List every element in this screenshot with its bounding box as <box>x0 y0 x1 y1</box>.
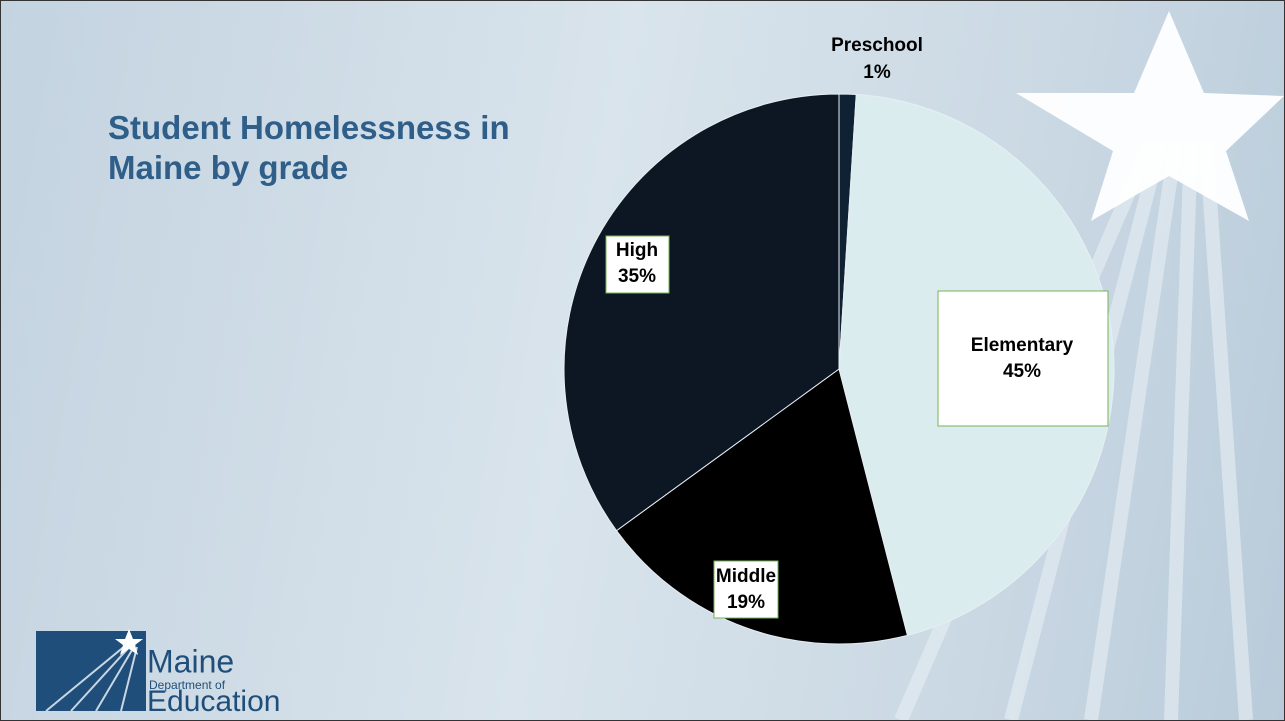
category-label: Elementary <box>971 335 1074 356</box>
logo-name: Maine <box>147 643 234 679</box>
label-box <box>605 235 670 294</box>
logo-rays <box>45 640 138 712</box>
category-label: Preschool <box>831 35 923 56</box>
label-box <box>937 290 1109 427</box>
value-label: 19% <box>727 592 765 613</box>
star <box>1016 11 1284 221</box>
category-label: High <box>616 240 658 261</box>
logo-star <box>115 629 143 655</box>
category-label: Middle <box>716 566 776 587</box>
value-label: 45% <box>1003 361 1041 382</box>
chart-title: Student Homelessness in Maine by grade <box>108 109 510 186</box>
pie-slice <box>563 93 840 532</box>
pie-slice <box>615 368 908 645</box>
logo-line: Department of <box>149 678 226 692</box>
logo-line: Education <box>147 685 280 718</box>
value-label: 1% <box>863 62 891 83</box>
pie: Preschool 1% Elementary 45% Middle 19% High 35% <box>563 35 1115 645</box>
value-label: 35% <box>618 266 656 287</box>
logo: Maine Department of Education <box>36 629 280 718</box>
label-box <box>713 560 779 619</box>
